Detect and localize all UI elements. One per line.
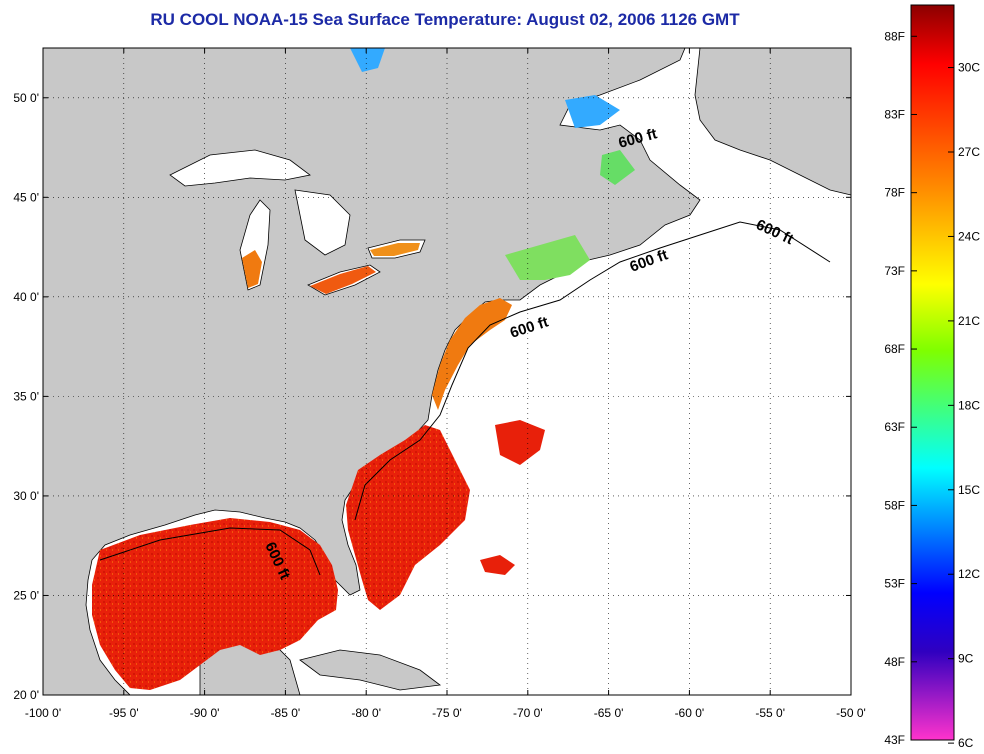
x-tick-label: -55 0': [755, 706, 785, 720]
y-axis: 50 0' 45 0' 40 0' 35 0' 30 0' 25 0' 20 0': [13, 91, 851, 702]
colorbar-label-c: 15C: [958, 483, 980, 497]
x-tick-label: -90 0': [190, 706, 220, 720]
x-tick-label: -75 0': [432, 706, 462, 720]
colorbar-label-c: 6C: [958, 736, 974, 750]
x-tick-label: -50 0': [836, 706, 866, 720]
colorbar-label-f: 58F: [884, 498, 905, 512]
colorbar-label-f: 43F: [884, 733, 905, 747]
hudson-bay-sst: [350, 48, 385, 72]
map-title: RU COOL NOAA-15 Sea Surface Temperature:…: [150, 10, 740, 29]
colorbar-label-f: 78F: [884, 186, 905, 200]
gulf-of-mexico-sst: [92, 518, 338, 690]
colorbar-label-f: 63F: [884, 420, 905, 434]
lake-huron: [294, 189, 351, 256]
y-tick-label: 20 0': [13, 688, 39, 702]
colorbar-label-c: 27C: [958, 145, 980, 159]
atlantic-se-sst: [346, 425, 470, 610]
colorbar-label-f: 83F: [884, 107, 905, 121]
colorbar: [910, 4, 955, 741]
x-tick-label: -70 0': [513, 706, 543, 720]
x-tick-label: -60 0': [675, 706, 705, 720]
colorbar-label-c: 9C: [958, 652, 974, 666]
lake-michigan-sst: [242, 250, 262, 288]
cuba: [299, 649, 442, 691]
y-tick-label: 30 0': [13, 489, 39, 503]
colorbar-label-c: 12C: [958, 567, 980, 581]
st-lawrence-sst: [565, 95, 620, 128]
y-tick-label: 50 0': [13, 91, 39, 105]
mid-atlantic-sst: [432, 298, 512, 410]
y-tick-label: 25 0': [13, 588, 39, 602]
y-tick-label: 35 0': [13, 389, 39, 403]
x-tick-label: -85 0': [271, 706, 301, 720]
colorbar-label-c: 30C: [958, 61, 980, 75]
sst-layer: [92, 48, 635, 690]
colorbar-label-f: 73F: [884, 264, 905, 278]
colorbar-label-f: 88F: [884, 29, 905, 43]
colorbar-label-c: 24C: [958, 229, 980, 243]
colorbar-label-f: 68F: [884, 342, 905, 356]
x-tick-label: -80 0': [351, 706, 381, 720]
lake-superior: [169, 149, 311, 187]
colorbar-label-f: 53F: [884, 577, 905, 591]
x-tick-label: -65 0': [594, 706, 624, 720]
x-tick-label: -95 0': [109, 706, 139, 720]
colorbar-label-f: 48F: [884, 655, 905, 669]
colorbar-label-c: 18C: [958, 398, 980, 412]
colorbar-ticks: 88F 83F 78F 73F 68F 63F 58F 53F 48F 43F 30C 27C 24C 2…: [884, 29, 980, 750]
lake-ontario-sst: [370, 243, 420, 256]
y-tick-label: 40 0': [13, 290, 39, 304]
colorbar-label-c: 21C: [958, 314, 980, 328]
lake-erie-sst: [310, 266, 376, 294]
gulf-stream-patch: [495, 420, 545, 465]
y-tick-label: 45 0': [13, 190, 39, 204]
offshore-patch: [480, 555, 515, 575]
isobath-600ft: [99, 221, 831, 576]
gulf-of-maine-sst: [505, 235, 590, 280]
x-tick-label: -100 0': [25, 706, 61, 720]
x-axis: -100 0' -95 0' -90 0' -85 0' -80 0' -75 0' -70…: [25, 48, 866, 720]
